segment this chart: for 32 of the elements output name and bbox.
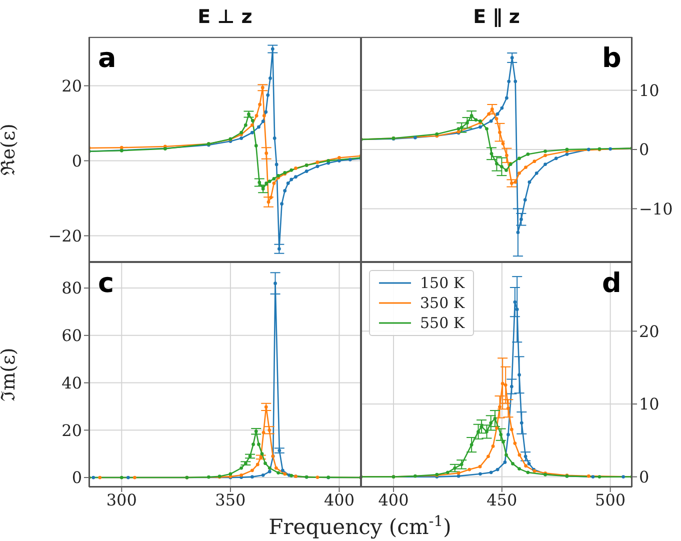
x-axis-title: Frequency (cm$^{-1}$) <box>268 512 452 539</box>
chart-title: E ⊥ z <box>196 6 254 28</box>
chart-title: E ∥ z <box>472 6 521 28</box>
x-tick-label: 500 <box>595 490 626 510</box>
y-tick-label: 80 <box>62 278 82 298</box>
legend-label: 150 K <box>420 273 465 293</box>
legend-label: 350 K <box>420 293 465 313</box>
y-axis-title: ℜe(ε) <box>0 124 20 176</box>
annotation: c <box>98 268 114 299</box>
y-tick-label: 0 <box>72 151 82 170</box>
y-axis-title: ℑm(ε) <box>0 348 20 402</box>
annotation: b <box>602 43 622 74</box>
y-tick-label: 10 <box>639 394 660 414</box>
y-tick-label: 0 <box>72 468 82 488</box>
y-tick-label: 0 <box>639 140 650 160</box>
annotation: d <box>602 268 622 299</box>
x-tick-label: 350 <box>215 490 246 510</box>
y-tick-label: −10 <box>639 199 673 218</box>
y-tick-label: 10 <box>639 80 660 100</box>
x-tick-label: 400 <box>324 490 355 510</box>
y-tick-label: 0 <box>639 467 650 486</box>
x-tick-label: 400 <box>378 490 409 510</box>
x-tick-label: 300 <box>106 490 137 510</box>
x-tick-label: 450 <box>486 490 518 510</box>
legend-label: 550 K <box>420 313 465 333</box>
y-tick-label: 20 <box>639 322 660 341</box>
annotation: a <box>98 43 116 74</box>
y-tick-label: 60 <box>62 326 82 346</box>
y-tick-label: −20 <box>48 226 82 246</box>
y-tick-label: 20 <box>62 420 82 440</box>
y-tick-label: 40 <box>62 373 82 392</box>
y-tick-label: 20 <box>62 76 82 96</box>
